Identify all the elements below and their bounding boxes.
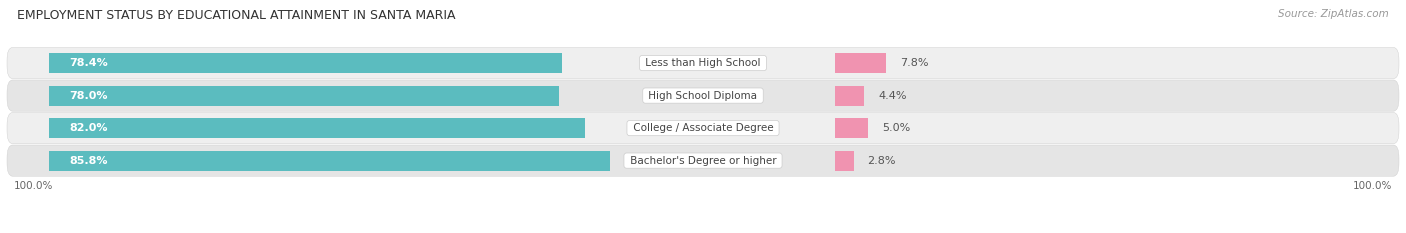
Text: 100.0%: 100.0%: [14, 181, 53, 191]
Bar: [49, 118, 585, 138]
Text: 2.8%: 2.8%: [868, 156, 896, 166]
Text: 100.0%: 100.0%: [1353, 181, 1392, 191]
Bar: [49, 53, 561, 73]
Text: 7.8%: 7.8%: [900, 58, 929, 68]
Text: 82.0%: 82.0%: [70, 123, 108, 133]
Text: College / Associate Degree: College / Associate Degree: [630, 123, 776, 133]
FancyBboxPatch shape: [7, 80, 1399, 111]
Bar: [835, 118, 868, 138]
FancyBboxPatch shape: [7, 113, 1399, 144]
Bar: [835, 151, 853, 171]
Text: Bachelor's Degree or higher: Bachelor's Degree or higher: [627, 156, 779, 166]
Bar: [49, 86, 560, 106]
Text: EMPLOYMENT STATUS BY EDUCATIONAL ATTAINMENT IN SANTA MARIA: EMPLOYMENT STATUS BY EDUCATIONAL ATTAINM…: [17, 9, 456, 22]
Bar: [49, 151, 610, 171]
Text: 5.0%: 5.0%: [882, 123, 910, 133]
Text: High School Diploma: High School Diploma: [645, 91, 761, 101]
Text: 78.4%: 78.4%: [70, 58, 108, 68]
FancyBboxPatch shape: [7, 48, 1399, 79]
Text: 85.8%: 85.8%: [70, 156, 108, 166]
Bar: [835, 53, 886, 73]
Text: Less than High School: Less than High School: [643, 58, 763, 68]
Text: 78.0%: 78.0%: [70, 91, 108, 101]
FancyBboxPatch shape: [7, 145, 1399, 176]
Text: 4.4%: 4.4%: [877, 91, 907, 101]
Text: Source: ZipAtlas.com: Source: ZipAtlas.com: [1278, 9, 1389, 19]
Bar: [835, 86, 865, 106]
